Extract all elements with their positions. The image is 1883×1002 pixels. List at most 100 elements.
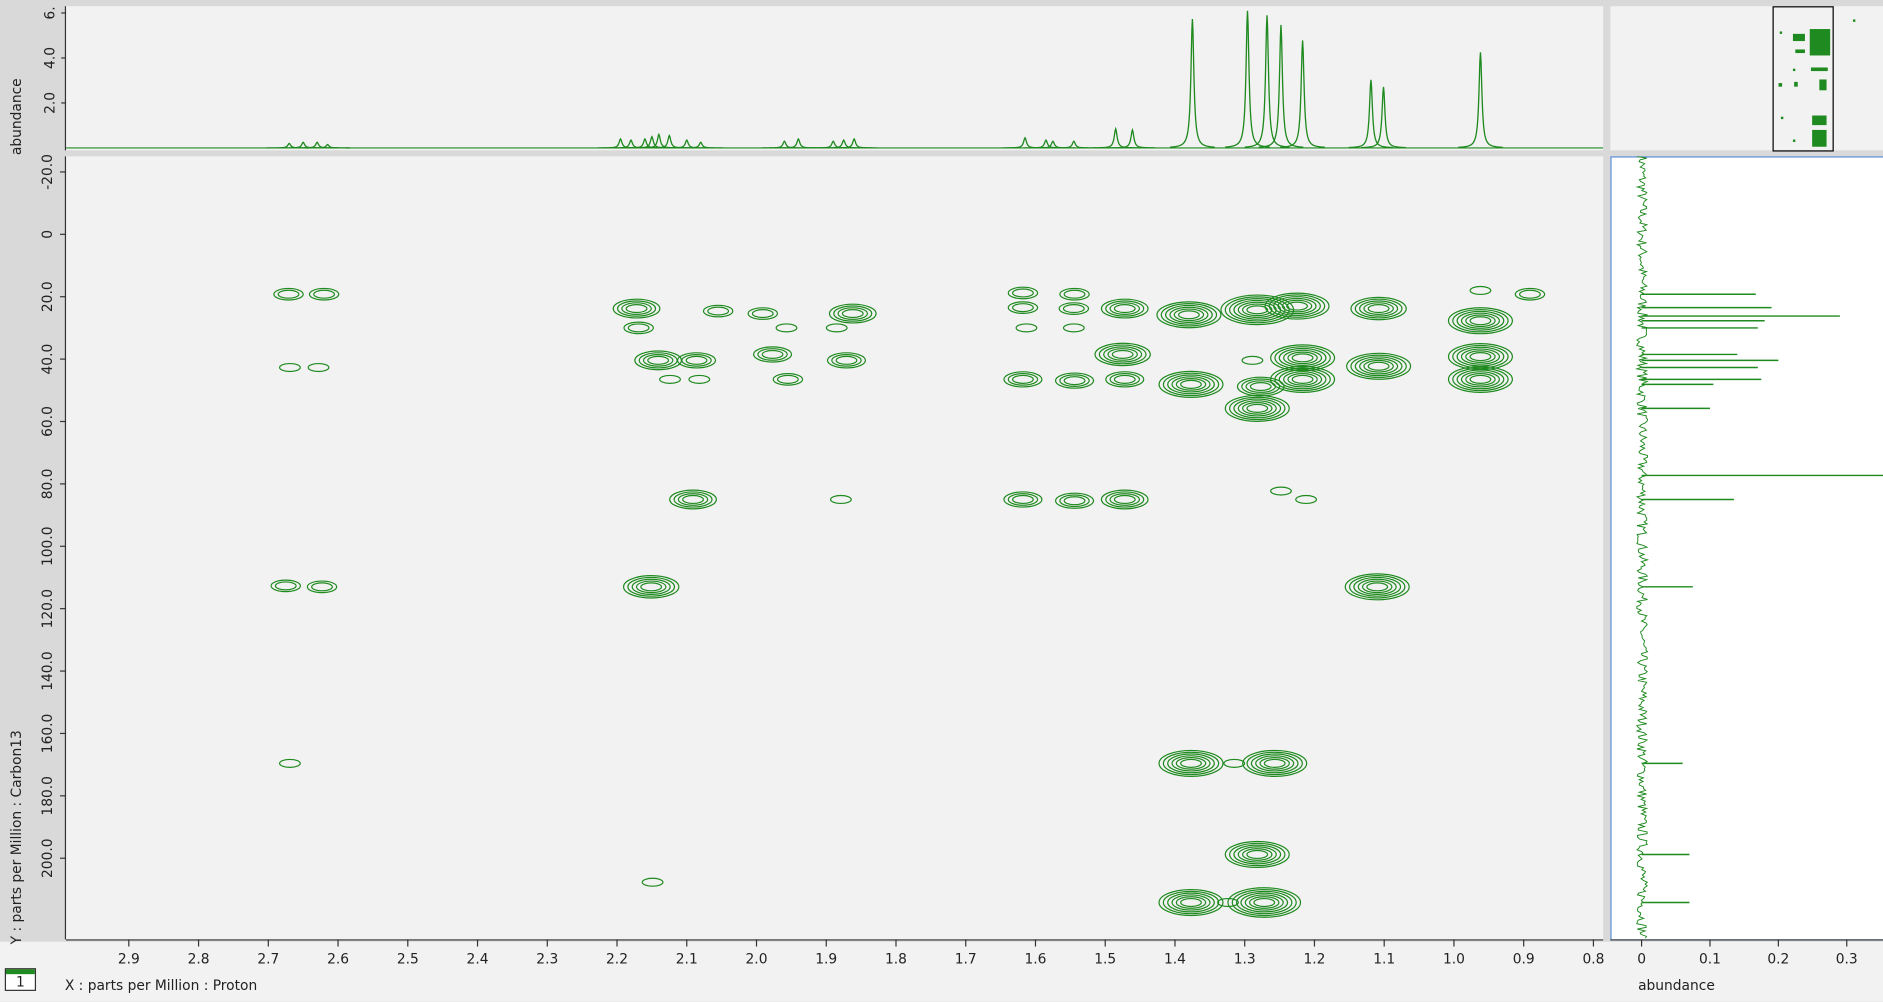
contour-level bbox=[1350, 296, 1407, 321]
contour-level bbox=[775, 323, 798, 333]
x-tick-label: 1.6 bbox=[1025, 952, 1047, 968]
cross-peak bbox=[1447, 307, 1513, 335]
contour-level bbox=[1354, 356, 1403, 377]
contour-level bbox=[1263, 758, 1286, 768]
contour-level bbox=[829, 494, 852, 505]
contour-level bbox=[1255, 755, 1295, 772]
contour-level bbox=[1357, 578, 1397, 595]
contour-level bbox=[1098, 344, 1147, 365]
cross-peak bbox=[775, 323, 798, 333]
overview-thumbnail bbox=[1778, 19, 1856, 147]
contour-level bbox=[625, 304, 648, 314]
contour-level bbox=[1007, 301, 1039, 315]
spectrum-peak bbox=[1348, 79, 1394, 149]
contour-level bbox=[1171, 755, 1211, 772]
contour-level bbox=[1246, 751, 1303, 776]
contour-level bbox=[1469, 285, 1492, 296]
cross-peak bbox=[1264, 292, 1330, 320]
cross-peak bbox=[278, 362, 301, 373]
contour-level bbox=[1283, 349, 1323, 367]
contour-level bbox=[647, 355, 670, 365]
contour-level bbox=[1173, 308, 1205, 322]
contour-level bbox=[1469, 374, 1492, 384]
cross-peak bbox=[1447, 343, 1513, 371]
contour-level bbox=[1011, 303, 1034, 313]
cross-peak bbox=[1514, 287, 1546, 301]
contour-level bbox=[311, 582, 333, 592]
x-tick-label: 2.3 bbox=[536, 952, 558, 968]
contour-level bbox=[1156, 301, 1222, 329]
contour-level bbox=[1233, 844, 1282, 865]
x-tick-label: 2.0 bbox=[746, 952, 768, 968]
contour-level bbox=[1514, 287, 1546, 301]
contour-level bbox=[1105, 491, 1145, 508]
contour-level bbox=[837, 307, 869, 320]
contour-level bbox=[1167, 892, 1215, 913]
spectrum-peak bbox=[1280, 40, 1325, 148]
contour-level bbox=[685, 355, 708, 365]
spectrum-peak bbox=[1093, 126, 1139, 149]
x-tick-label: 1.5 bbox=[1094, 952, 1116, 968]
contour-level bbox=[1241, 378, 1281, 395]
contour-level bbox=[751, 309, 774, 319]
contour-level bbox=[1291, 374, 1314, 384]
cross-peak bbox=[278, 758, 301, 768]
contour-level bbox=[1063, 289, 1086, 299]
contour-level bbox=[635, 580, 667, 594]
contour-level bbox=[1223, 758, 1246, 768]
contour-level bbox=[688, 374, 711, 384]
contour-level bbox=[1158, 370, 1224, 398]
cross-peak bbox=[1223, 758, 1246, 768]
contour-level bbox=[1011, 288, 1034, 298]
contour-level bbox=[1107, 348, 1138, 361]
noise bbox=[1634, 156, 1650, 939]
contour-level bbox=[707, 306, 730, 316]
contour-level bbox=[841, 309, 864, 319]
cross-peak bbox=[676, 352, 717, 369]
contour-level bbox=[1273, 296, 1321, 317]
contour-level bbox=[1469, 352, 1492, 362]
contour-level bbox=[1180, 897, 1202, 908]
contour-level bbox=[1344, 573, 1410, 601]
cross-peak bbox=[826, 352, 867, 369]
contour-level bbox=[1180, 758, 1202, 768]
y-tick-label: 40.0 bbox=[40, 344, 56, 375]
cross-peak bbox=[702, 304, 734, 318]
contour-level bbox=[747, 307, 779, 320]
contour-level bbox=[1217, 897, 1239, 908]
contour-level bbox=[1245, 380, 1277, 393]
x-tick-label: 1.1 bbox=[1373, 952, 1395, 968]
contour-level bbox=[1175, 378, 1207, 391]
contour-level bbox=[1367, 361, 1390, 371]
contour-level bbox=[1361, 580, 1393, 594]
contour-level bbox=[1277, 297, 1317, 315]
spectrum-peak bbox=[1258, 24, 1304, 148]
overview-viewport[interactable] bbox=[1772, 6, 1834, 152]
contour-level bbox=[1242, 848, 1273, 861]
contour-level bbox=[1224, 296, 1290, 324]
spectrum-peak bbox=[1361, 86, 1406, 149]
contour-level bbox=[1286, 301, 1308, 311]
contour-level bbox=[1167, 374, 1215, 395]
contour-level bbox=[833, 305, 873, 322]
contour-level bbox=[1158, 888, 1224, 917]
spectrum-peak bbox=[664, 138, 710, 149]
x-tick-label: 2.1 bbox=[676, 952, 698, 968]
cross-peak bbox=[1158, 370, 1224, 398]
cross-peak bbox=[1242, 749, 1308, 777]
x-tick-label: 2.2 bbox=[606, 952, 628, 968]
contour-level bbox=[1158, 749, 1224, 777]
contour-level bbox=[1111, 349, 1134, 359]
contour-level bbox=[1003, 491, 1043, 508]
cross-peak bbox=[688, 374, 711, 384]
contour-level bbox=[1058, 302, 1090, 315]
contour-level bbox=[1059, 287, 1090, 301]
contour-level bbox=[1063, 496, 1086, 506]
cross-peak bbox=[1344, 573, 1410, 601]
x-tick-label: 2.8 bbox=[188, 952, 210, 968]
contour-level bbox=[1465, 314, 1496, 328]
contour-level bbox=[1007, 373, 1039, 386]
spectrum-peak bbox=[1244, 15, 1290, 148]
x-axis-label: X : parts per Million : Proton bbox=[65, 978, 257, 994]
contour-level bbox=[1059, 374, 1090, 387]
